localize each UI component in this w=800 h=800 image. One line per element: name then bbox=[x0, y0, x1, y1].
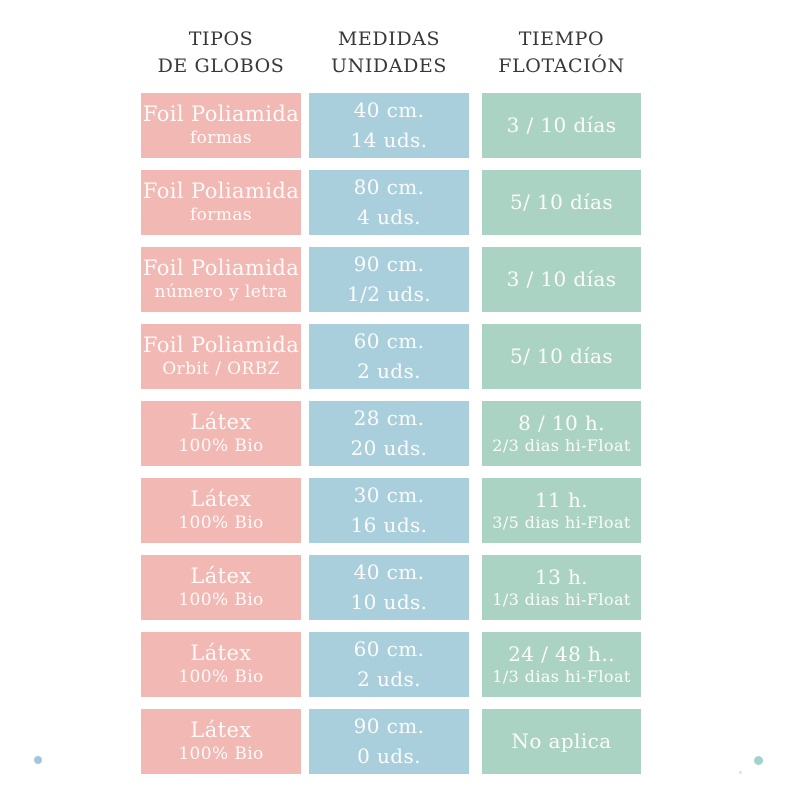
float-time-main: 24 / 48 h.. bbox=[508, 642, 615, 667]
header-line: DE GLOBOS bbox=[157, 54, 285, 77]
balloon-type-main: Látex bbox=[190, 564, 252, 589]
measure-units: 2 uds. bbox=[357, 359, 421, 384]
balloon-type-cell: Foil Poliamida formas bbox=[141, 92, 301, 158]
balloon-type-sub: número y letra bbox=[154, 282, 288, 303]
balloon-type-sub: Orbit / ORBZ bbox=[162, 359, 280, 380]
balloon-type-sub: formas bbox=[189, 128, 253, 149]
measure-size: 30 cm. bbox=[353, 483, 425, 508]
float-time-cell: 5/ 10 días bbox=[482, 169, 641, 235]
measure-cell: 60 cm. 2 uds. bbox=[309, 323, 469, 389]
measure-units: 2 uds. bbox=[357, 667, 421, 692]
header-line: UNIDADES bbox=[330, 54, 448, 77]
measure-units: 20 uds. bbox=[350, 436, 428, 461]
measure-size: 40 cm. bbox=[353, 98, 425, 123]
table-row: Látex 100% Bio 60 cm. 2 uds. 24 / 48 h..… bbox=[141, 631, 642, 697]
balloon-type-main: Látex bbox=[190, 487, 252, 512]
measure-size: 80 cm. bbox=[353, 175, 425, 200]
measure-size: 90 cm. bbox=[353, 714, 425, 739]
measure-units: 16 uds. bbox=[350, 513, 428, 538]
float-time-cell: 3 / 10 días bbox=[482, 246, 641, 312]
measure-units: 14 uds. bbox=[350, 128, 428, 153]
header-line: FLOTACIÓN bbox=[498, 54, 625, 77]
balloon-type-main: Látex bbox=[190, 641, 252, 666]
measure-cell: 28 cm. 20 uds. bbox=[309, 400, 469, 466]
measure-size: 90 cm. bbox=[353, 252, 425, 277]
float-time-cell: 13 h. 1/3 dias hi-Float bbox=[482, 554, 641, 620]
table-row: Látex 100% Bio 28 cm. 20 uds. 8 / 10 h. … bbox=[141, 400, 642, 466]
measure-cell: 40 cm. 14 uds. bbox=[309, 92, 469, 158]
table-row: Látex 100% Bio 30 cm. 16 uds. 11 h. 3/5 … bbox=[141, 477, 642, 543]
balloon-type-cell: Foil Poliamida formas bbox=[141, 169, 301, 235]
balloon-type-cell: Látex 100% Bio bbox=[141, 554, 301, 620]
balloon-type-sub: 100% Bio bbox=[178, 744, 264, 765]
float-time-cell: 24 / 48 h.. 1/3 dias hi-Float bbox=[482, 631, 641, 697]
table-row: Foil Poliamida formas 40 cm. 14 uds. 3 /… bbox=[141, 92, 642, 158]
measure-cell: 80 cm. 4 uds. bbox=[309, 169, 469, 235]
balloon-info-table: TIPOS DE GLOBOS MEDIDAS UNIDADES TIEMPO … bbox=[141, 26, 642, 786]
float-time-cell: 8 / 10 h. 2/3 dias hi-Float bbox=[482, 400, 641, 466]
balloon-type-sub: formas bbox=[189, 205, 253, 226]
decorative-speck-dot bbox=[739, 771, 742, 774]
balloon-type-sub: 100% Bio bbox=[178, 667, 264, 688]
float-time-main: No aplica bbox=[511, 729, 612, 754]
header-line: TIPOS bbox=[188, 28, 254, 50]
measure-cell: 90 cm. 0 uds. bbox=[309, 708, 469, 774]
float-time-main: 11 h. bbox=[534, 488, 589, 513]
float-time-cell: 3 / 10 días bbox=[482, 92, 641, 158]
table-row: Foil Poliamida formas 80 cm. 4 uds. 5/ 1… bbox=[141, 169, 642, 235]
table-header-row: TIPOS DE GLOBOS MEDIDAS UNIDADES TIEMPO … bbox=[141, 26, 642, 80]
balloon-type-cell: Foil Poliamida Orbit / ORBZ bbox=[141, 323, 301, 389]
measure-units: 0 uds. bbox=[357, 744, 421, 769]
float-time-cell: 11 h. 3/5 dias hi-Float bbox=[482, 477, 641, 543]
float-time-main: 8 / 10 h. bbox=[518, 411, 605, 436]
measure-units: 1/2 uds. bbox=[346, 282, 432, 307]
balloon-type-main: Foil Poliamida bbox=[142, 179, 300, 204]
measure-cell: 90 cm. 1/2 uds. bbox=[309, 246, 469, 312]
measure-units: 4 uds. bbox=[357, 205, 421, 230]
measure-size: 60 cm. bbox=[353, 329, 425, 354]
header-line: TIEMPO bbox=[518, 28, 605, 50]
table-row: Látex 100% Bio 90 cm. 0 uds. No aplica bbox=[141, 708, 642, 774]
balloon-type-main: Látex bbox=[190, 410, 252, 435]
decorative-teal-dot bbox=[754, 756, 763, 765]
balloon-type-main: Foil Poliamida bbox=[142, 256, 300, 281]
measure-size: 60 cm. bbox=[353, 637, 425, 662]
float-time-main: 3 / 10 días bbox=[506, 113, 617, 138]
table-row: Foil Poliamida número y letra 90 cm. 1/2… bbox=[141, 246, 642, 312]
measure-cell: 40 cm. 10 uds. bbox=[309, 554, 469, 620]
balloon-type-main: Látex bbox=[190, 718, 252, 743]
measure-cell: 60 cm. 2 uds. bbox=[309, 631, 469, 697]
column-header-tiempo-flotacion: TIEMPO FLOTACIÓN bbox=[482, 26, 641, 80]
float-time-main: 5/ 10 días bbox=[509, 344, 613, 369]
float-time-main: 5/ 10 días bbox=[509, 190, 613, 215]
measure-size: 28 cm. bbox=[353, 406, 425, 431]
float-time-cell: No aplica bbox=[482, 708, 641, 774]
measure-units: 10 uds. bbox=[350, 590, 428, 615]
float-time-sub: 1/3 dias hi-Float bbox=[492, 590, 631, 610]
column-header-medidas-unidades: MEDIDAS UNIDADES bbox=[309, 26, 469, 80]
balloon-type-main: Foil Poliamida bbox=[142, 333, 300, 358]
balloon-type-sub: 100% Bio bbox=[178, 513, 264, 534]
measure-size: 40 cm. bbox=[353, 560, 425, 585]
table-row: Foil Poliamida Orbit / ORBZ 60 cm. 2 uds… bbox=[141, 323, 642, 389]
float-time-sub: 3/5 dias hi-Float bbox=[492, 513, 631, 533]
balloon-type-cell: Látex 100% Bio bbox=[141, 708, 301, 774]
table-row: Látex 100% Bio 40 cm. 10 uds. 13 h. 1/3 … bbox=[141, 554, 642, 620]
balloon-type-cell: Foil Poliamida número y letra bbox=[141, 246, 301, 312]
float-time-main: 3 / 10 días bbox=[506, 267, 617, 292]
balloon-type-sub: 100% Bio bbox=[178, 436, 264, 457]
balloon-type-cell: Látex 100% Bio bbox=[141, 400, 301, 466]
balloon-type-cell: Látex 100% Bio bbox=[141, 631, 301, 697]
decorative-blue-dot bbox=[34, 756, 42, 764]
float-time-sub: 2/3 dias hi-Float bbox=[492, 436, 631, 456]
float-time-sub: 1/3 dias hi-Float bbox=[492, 667, 631, 687]
column-header-tipos-de-globos: TIPOS DE GLOBOS bbox=[141, 26, 301, 80]
float-time-cell: 5/ 10 días bbox=[482, 323, 641, 389]
balloon-type-sub: 100% Bio bbox=[178, 590, 264, 611]
header-line: MEDIDAS bbox=[337, 28, 441, 50]
measure-cell: 30 cm. 16 uds. bbox=[309, 477, 469, 543]
balloon-type-main: Foil Poliamida bbox=[142, 102, 300, 127]
float-time-main: 13 h. bbox=[534, 565, 589, 590]
balloon-type-cell: Látex 100% Bio bbox=[141, 477, 301, 543]
